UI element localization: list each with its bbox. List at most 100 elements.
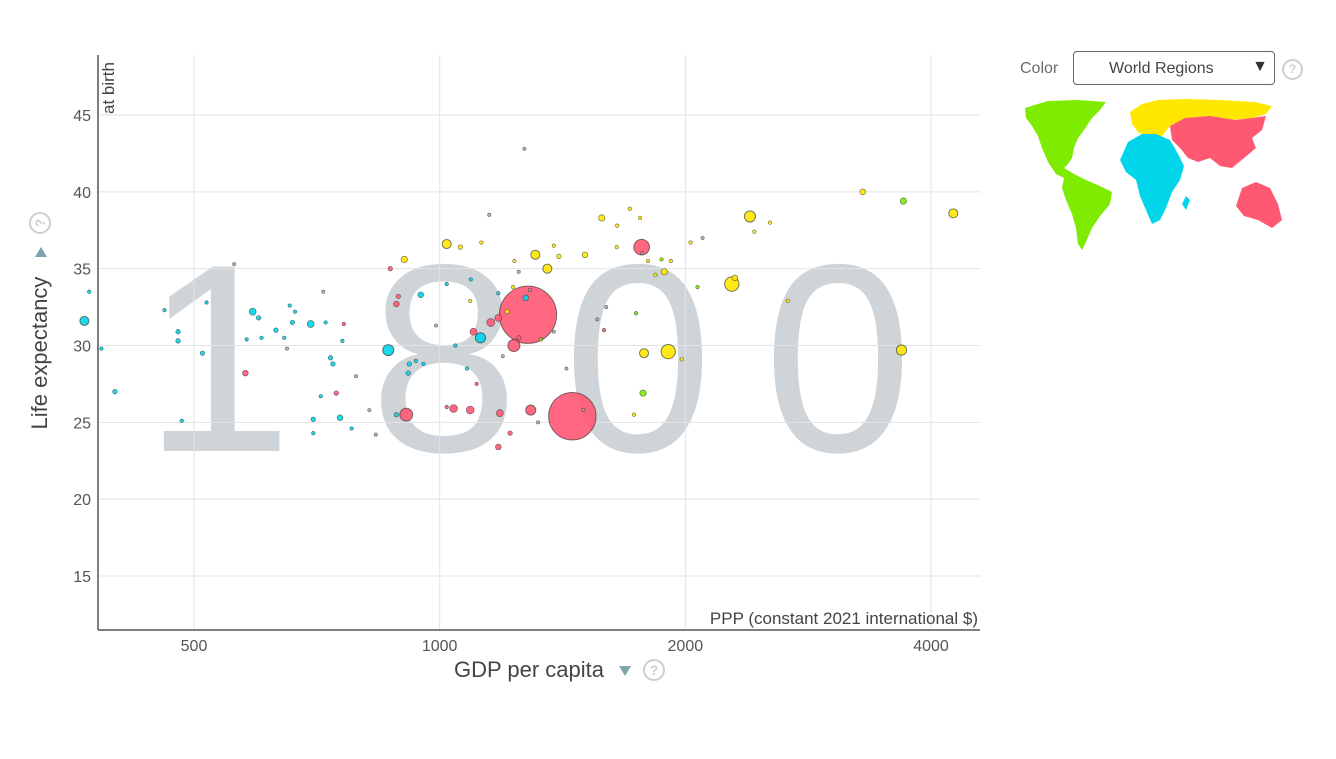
bubble-africa[interactable]: [112, 388, 118, 395]
bubble-asia[interactable]: [486, 318, 496, 327]
bubble-africa[interactable]: [349, 426, 354, 431]
bubble-africa[interactable]: [175, 338, 181, 344]
bubble-africa[interactable]: [413, 358, 418, 363]
bubble-europe[interactable]: [859, 188, 867, 196]
y-axis-help-icon[interactable]: ?: [29, 212, 51, 234]
bubble-asia[interactable]: [387, 266, 393, 272]
bubble-europe[interactable]: [637, 215, 643, 221]
bubble-africa[interactable]: [311, 430, 316, 436]
bubble-europe[interactable]: [743, 210, 756, 223]
bubble-asia[interactable]: [465, 405, 475, 415]
bubble-africa[interactable]: [259, 335, 264, 340]
bubble-africa[interactable]: [282, 335, 287, 340]
bubble-other[interactable]: [434, 323, 439, 328]
bubble-africa[interactable]: [310, 416, 316, 422]
x-axis-dropdown-icon[interactable]: [619, 666, 631, 676]
bubble-africa[interactable]: [522, 294, 529, 302]
bubble-africa[interactable]: [87, 289, 92, 294]
bubble-africa[interactable]: [474, 332, 487, 344]
bubble-europe[interactable]: [660, 268, 668, 276]
bubble-europe[interactable]: [660, 343, 676, 360]
bubble-europe[interactable]: [530, 249, 541, 260]
bubble-europe[interactable]: [752, 229, 757, 234]
color-select[interactable]: World Regions ▼: [1073, 51, 1275, 85]
bubble-asia[interactable]: [525, 404, 537, 416]
bubble-other[interactable]: [487, 212, 492, 217]
bubble-asia[interactable]: [507, 430, 513, 436]
bubble-asia[interactable]: [495, 409, 504, 417]
bubble-asia[interactable]: [395, 293, 401, 299]
bubble-africa[interactable]: [444, 281, 449, 287]
bubble-europe[interactable]: [614, 245, 619, 250]
world-regions-map[interactable]: [1020, 96, 1282, 256]
bubble-asia[interactable]: [495, 443, 502, 451]
bubble-africa[interactable]: [248, 307, 257, 316]
bubble-europe[interactable]: [510, 285, 516, 290]
bubble-americas[interactable]: [659, 257, 664, 262]
map-region-africa[interactable]: [1120, 134, 1190, 224]
bubble-other[interactable]: [373, 432, 378, 437]
bubble-africa[interactable]: [417, 291, 424, 299]
bubble-africa[interactable]: [273, 327, 279, 333]
bubble-africa[interactable]: [244, 337, 249, 342]
bubble-asia[interactable]: [341, 321, 346, 327]
bubble-africa[interactable]: [306, 320, 315, 328]
map-region-europe[interactable]: [1130, 99, 1272, 138]
bubble-europe[interactable]: [639, 348, 650, 359]
bubble-asia[interactable]: [393, 300, 400, 308]
bubble-europe[interactable]: [542, 263, 553, 274]
bubble-europe[interactable]: [598, 214, 606, 222]
bubble-europe[interactable]: [767, 220, 773, 225]
bubble-europe[interactable]: [668, 258, 673, 264]
bubble-asia[interactable]: [516, 335, 522, 341]
bubble-asia[interactable]: [494, 313, 503, 322]
bubble-other[interactable]: [354, 374, 359, 379]
bubble-africa[interactable]: [256, 315, 262, 321]
bubble-other[interactable]: [536, 420, 541, 425]
bubble-africa[interactable]: [318, 394, 323, 399]
bubble-africa[interactable]: [340, 338, 345, 343]
bubble-europe[interactable]: [504, 309, 510, 315]
bubble-other[interactable]: [564, 366, 569, 371]
bubble-africa[interactable]: [175, 329, 181, 335]
bubble-asia[interactable]: [333, 390, 339, 396]
y-axis-title[interactable]: Life expectancy: [27, 277, 52, 430]
bubble-other[interactable]: [516, 269, 521, 274]
bubble-europe[interactable]: [468, 298, 473, 304]
bubble-africa[interactable]: [292, 309, 298, 314]
y-axis-dropdown-icon[interactable]: [35, 247, 47, 257]
bubble-other[interactable]: [527, 288, 532, 293]
bubble-europe[interactable]: [948, 208, 959, 219]
bubble-other[interactable]: [604, 305, 609, 310]
bubble-europe[interactable]: [400, 255, 408, 263]
bubble-asia[interactable]: [449, 404, 458, 413]
bubble-other[interactable]: [321, 289, 326, 294]
bubble-europe[interactable]: [627, 206, 632, 211]
bubble-americas[interactable]: [633, 311, 639, 316]
bubble-africa[interactable]: [405, 370, 411, 376]
bubble-asia[interactable]: [601, 328, 607, 333]
bubble-europe[interactable]: [895, 344, 908, 356]
bubble-africa[interactable]: [162, 308, 167, 313]
bubble-other[interactable]: [551, 329, 556, 334]
x-axis-help-icon[interactable]: ?: [643, 659, 665, 681]
bubble-europe[interactable]: [556, 253, 562, 259]
bubble-africa[interactable]: [179, 418, 184, 423]
bubble-europe[interactable]: [688, 240, 693, 245]
bubble-asia[interactable]: [242, 369, 249, 377]
bubble-europe[interactable]: [645, 258, 651, 264]
bubble-africa[interactable]: [464, 366, 470, 371]
bubble-americas[interactable]: [639, 389, 647, 397]
bubble-africa[interactable]: [406, 361, 412, 367]
bubble-europe[interactable]: [653, 272, 658, 277]
map-region-americas[interactable]: [1025, 100, 1112, 250]
bubble-africa[interactable]: [453, 343, 458, 348]
color-help-icon[interactable]: ?: [1282, 59, 1303, 80]
bubble-other[interactable]: [595, 317, 600, 322]
bubble-europe[interactable]: [615, 223, 620, 228]
bubble-africa[interactable]: [327, 355, 334, 361]
bubble-asia[interactable]: [399, 407, 414, 422]
bubble-other[interactable]: [367, 408, 372, 412]
bubble-europe[interactable]: [631, 412, 637, 417]
bubble-asia[interactable]: [548, 391, 597, 441]
